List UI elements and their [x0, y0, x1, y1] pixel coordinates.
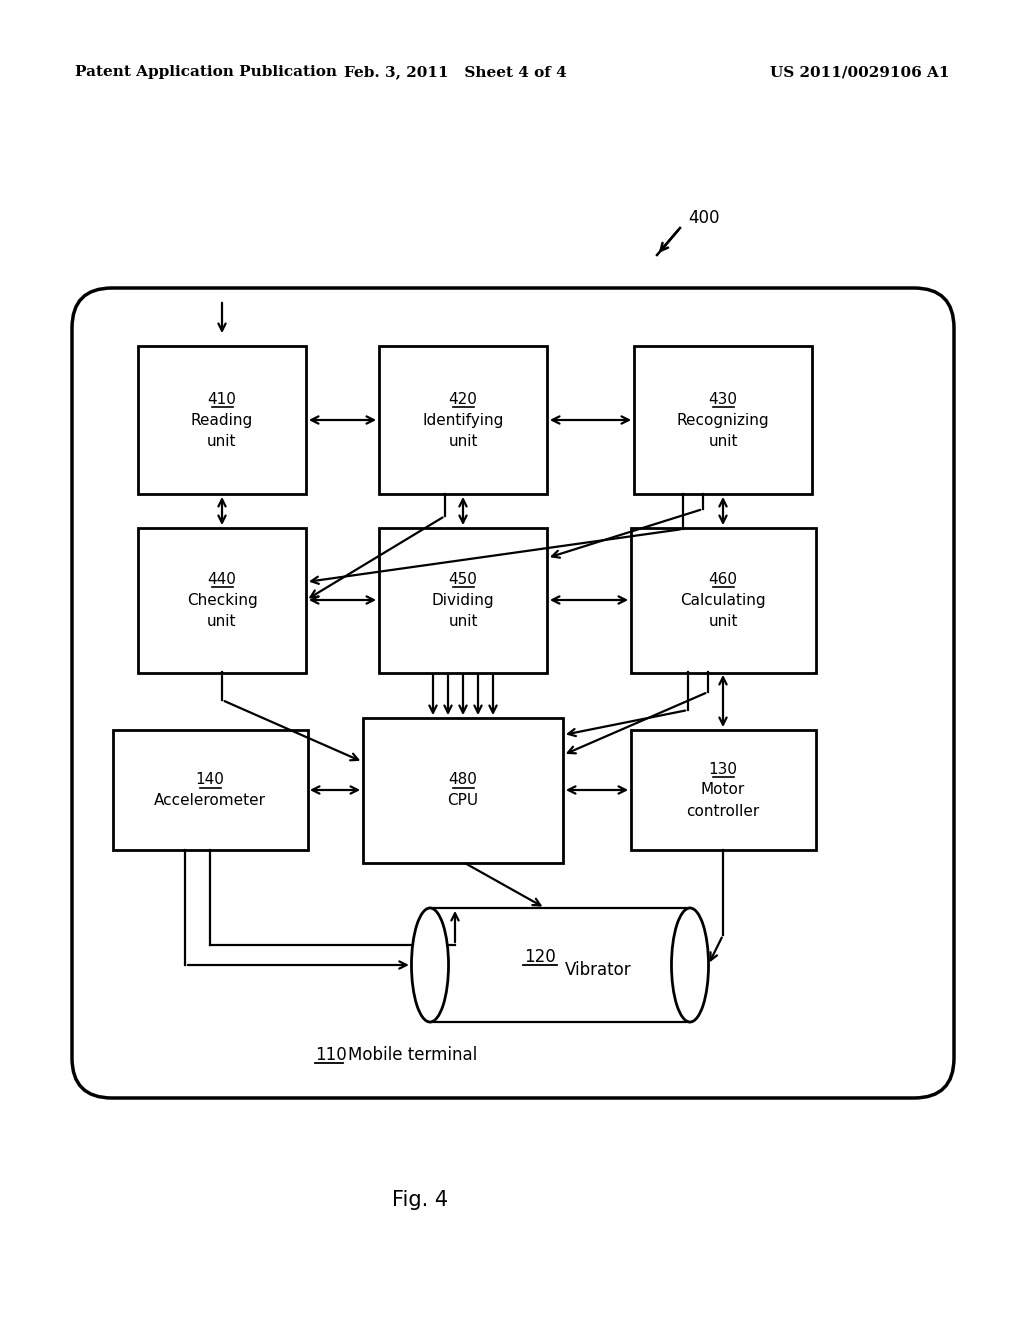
Text: 440: 440 — [208, 572, 237, 586]
Text: 120: 120 — [524, 948, 556, 966]
Text: Checking: Checking — [186, 593, 257, 607]
Ellipse shape — [672, 908, 709, 1022]
Text: 140: 140 — [196, 772, 224, 787]
Text: 450: 450 — [449, 572, 477, 586]
Text: Recognizing: Recognizing — [677, 412, 769, 428]
Text: 410: 410 — [208, 392, 237, 407]
Text: 110: 110 — [315, 1045, 347, 1064]
Text: 400: 400 — [688, 209, 720, 227]
Text: Patent Application Publication: Patent Application Publication — [75, 65, 337, 79]
Text: Vibrator: Vibrator — [565, 961, 632, 979]
Text: Reading: Reading — [190, 412, 253, 428]
Text: unit: unit — [709, 433, 737, 449]
Bar — [138, 346, 306, 494]
Text: Dividing: Dividing — [432, 593, 495, 607]
Bar — [379, 528, 547, 672]
Text: Calculating: Calculating — [680, 593, 766, 607]
Text: Motor: Motor — [700, 783, 745, 797]
Text: Feb. 3, 2011   Sheet 4 of 4: Feb. 3, 2011 Sheet 4 of 4 — [344, 65, 566, 79]
Bar — [379, 346, 547, 494]
Bar — [138, 528, 306, 672]
Bar — [631, 730, 815, 850]
Text: 480: 480 — [449, 772, 477, 787]
Text: controller: controller — [686, 804, 760, 818]
Text: 130: 130 — [709, 762, 737, 776]
Text: Accelerometer: Accelerometer — [154, 793, 266, 808]
Text: 420: 420 — [449, 392, 477, 407]
Text: Identifying: Identifying — [422, 412, 504, 428]
Bar — [631, 528, 815, 672]
FancyBboxPatch shape — [72, 288, 954, 1098]
Text: Fig. 4: Fig. 4 — [392, 1191, 449, 1210]
Text: unit: unit — [207, 433, 237, 449]
Text: unit: unit — [449, 614, 478, 628]
Bar — [362, 718, 563, 862]
Text: CPU: CPU — [447, 793, 478, 808]
Text: 460: 460 — [709, 572, 737, 586]
Text: US 2011/0029106 A1: US 2011/0029106 A1 — [770, 65, 950, 79]
Text: 430: 430 — [709, 392, 737, 407]
Bar — [634, 346, 812, 494]
Text: unit: unit — [449, 433, 478, 449]
Ellipse shape — [412, 908, 449, 1022]
Text: unit: unit — [709, 614, 737, 628]
Text: Mobile terminal: Mobile terminal — [348, 1045, 477, 1064]
Text: unit: unit — [207, 614, 237, 628]
Bar — [113, 730, 307, 850]
